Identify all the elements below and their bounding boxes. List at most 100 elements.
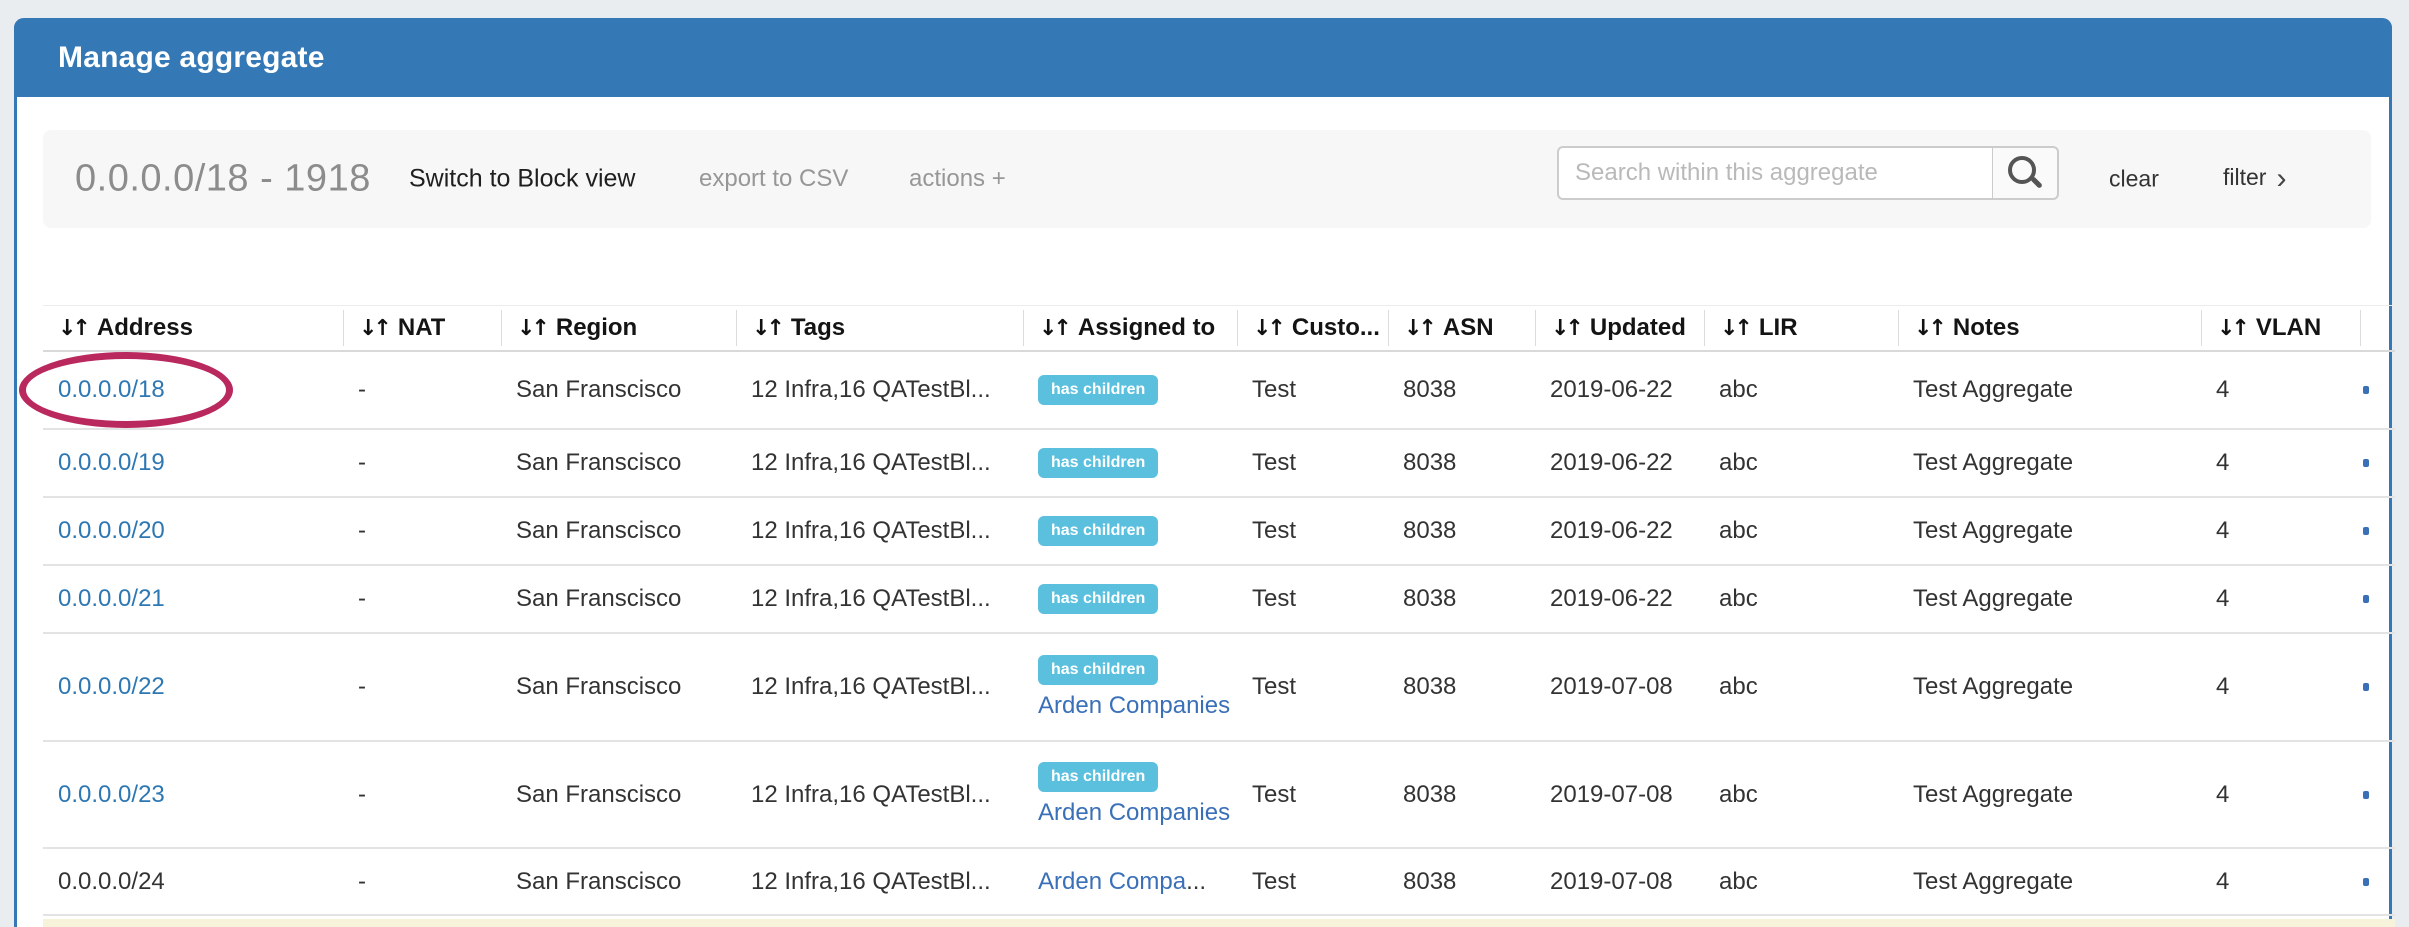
tags-value-cell: 12 Infra,16 QATestBl...	[736, 634, 1023, 740]
clear-button[interactable]: clear	[2109, 165, 2159, 192]
switch-to-block-view-button[interactable]: Switch to Block view	[409, 164, 636, 193]
assigned-link[interactable]: Arden Compa...	[1038, 868, 1206, 896]
sort-icon: ↓↑	[1039, 315, 1072, 341]
tags-value: 12 Infra,16 QATestBl...	[751, 585, 991, 612]
address-link[interactable]: 0.0.0.0/18	[58, 376, 165, 403]
updated-value: 2019-07-08	[1550, 780, 1673, 808]
sort-icon: ↓↑	[1914, 315, 1947, 341]
tags-value: 12 Infra,16 QATestBl...	[751, 780, 991, 808]
tags-value-cell: 12 Infra,16 QATestBl...	[736, 352, 1023, 428]
table-row: 0.0.0.0/24 - San Franscisco 12 Infra,16 QAT…	[43, 849, 2395, 916]
has-children-badge: has children	[1038, 516, 1159, 546]
asn-value: 8038	[1403, 673, 1457, 700]
nat-value: -	[358, 867, 366, 895]
truncated-column-link-sliver[interactable]	[2363, 790, 2369, 799]
lir-value: abc	[1719, 449, 1758, 476]
notes-value-cell: Test Aggregate	[1898, 849, 2201, 914]
address-link[interactable]: 0.0.0.0/20	[58, 517, 165, 544]
asn-value: 8038	[1403, 780, 1457, 808]
search-button[interactable]	[1993, 146, 2059, 200]
truncated-column-link-sliver[interactable]	[2363, 386, 2369, 394]
overflow-cell	[2360, 566, 2395, 632]
address-cell: 0.0.0.0/22	[43, 634, 343, 740]
assigned-link[interactable]: Arden Companies	[1038, 799, 1230, 827]
overflow-cell	[2360, 849, 2395, 914]
assigned-link[interactable]: Arden Companies	[1038, 692, 1230, 720]
customer-value: Test	[1252, 449, 1297, 476]
notes-value-cell: Test Aggregate	[1898, 742, 2201, 847]
lir-value-cell: abc	[1704, 352, 1898, 428]
customer-value: Test	[1252, 673, 1297, 700]
column-header-nat[interactable]: ↓↑ NAT	[343, 310, 501, 346]
address-link[interactable]: 0.0.0.0/21	[58, 585, 165, 612]
column-header-region[interactable]: ↓↑ Region	[501, 310, 736, 346]
lir-value-cell: abc	[1704, 634, 1898, 740]
nat-value-cell: -	[343, 498, 501, 564]
aggregate-table: ↓↑ Address ↓↑ NAT ↓↑ Region ↓↑ Tags ↓↑ Assigned t…	[19, 305, 2395, 927]
has-children-badge: has children	[1038, 762, 1159, 792]
asn-value-cell: 8038	[1388, 352, 1535, 428]
search-input[interactable]	[1557, 146, 1993, 200]
sort-icon: ↓↑	[1720, 315, 1753, 341]
vlan-value-cell: 4	[2201, 352, 2360, 428]
tags-value: 12 Infra,16 QATestBl...	[751, 376, 991, 403]
column-header-tags[interactable]: ↓↑ Tags	[736, 310, 1023, 346]
truncated-column-link-sliver[interactable]	[2363, 527, 2369, 535]
updated-value-cell: 2019-06-22	[1535, 352, 1704, 428]
manage-aggregate-panel: Manage aggregate 0.0.0.0/18 - 1918 Switc…	[14, 18, 2395, 927]
customer-value-cell: Test	[1237, 849, 1388, 914]
column-header-vlan[interactable]: ↓↑ VLAN	[2201, 310, 2360, 346]
column-header-label: Custo...	[1291, 314, 1380, 341]
vlan-value: 4	[2216, 376, 2230, 403]
tags-value-cell: 12 Infra,16 QATestBl...	[736, 849, 1023, 914]
address-link[interactable]: 0.0.0.0/23	[58, 780, 165, 808]
column-header-lir[interactable]: ↓↑ LIR	[1704, 310, 1898, 346]
region-value: San Franscisco	[516, 780, 682, 808]
address-link[interactable]: 0.0.0.0/19	[58, 449, 165, 476]
column-header-updated[interactable]: ↓↑ Updated	[1535, 310, 1704, 346]
truncated-column-link-sliver[interactable]	[2363, 459, 2369, 467]
sort-icon: ↓↑	[58, 315, 91, 341]
truncated-column-link-sliver[interactable]	[2363, 595, 2369, 603]
asn-value-cell: 8038	[1388, 634, 1535, 740]
column-header-address[interactable]: ↓↑ Address	[43, 310, 343, 346]
actions-menu-button[interactable]: actions +	[909, 165, 1006, 192]
region-value: San Franscisco	[516, 376, 682, 403]
truncated-column-link-sliver[interactable]	[2363, 877, 2369, 886]
updated-value-cell: 2019-07-08	[1535, 742, 1704, 847]
vlan-value: 4	[2216, 673, 2230, 700]
column-header-asn[interactable]: ↓↑ ASN	[1388, 310, 1535, 346]
lir-value: abc	[1719, 585, 1758, 612]
column-header-label: LIR	[1758, 314, 1798, 341]
region-value-cell: San Franscisco	[501, 430, 736, 496]
export-to-csv-button[interactable]: export to CSV	[699, 165, 849, 192]
table-row: 0.0.0.0/23 - San Franscisco 12 Infra,16 QAT…	[43, 742, 2395, 849]
has-children-badge: has children	[1038, 375, 1159, 405]
filter-button[interactable]: filter ›	[2223, 162, 2286, 196]
assigned-to-cell: has children	[1023, 566, 1237, 632]
address-cell: 0.0.0.0/24	[43, 849, 343, 914]
column-header-label: NAT	[397, 314, 446, 341]
tags-value: 12 Infra,16 QATestBl...	[751, 867, 991, 895]
column-header-notes[interactable]: ↓↑ Notes	[1898, 310, 2201, 346]
panel-header: Manage aggregate	[14, 18, 2392, 97]
column-header-custo[interactable]: ↓↑ Custo...	[1237, 310, 1388, 346]
address-link[interactable]: 0.0.0.0/22	[58, 673, 165, 700]
address-cell: 0.0.0.0/18	[19, 352, 343, 428]
assigned-link-text: Arden Companies	[1038, 799, 1231, 826]
aggregate-label: 0.0.0.0/18 - 1918	[75, 157, 371, 200]
assigned-to-cell: has children	[1023, 430, 1237, 496]
updated-value: 2019-07-08	[1550, 673, 1673, 700]
sort-icon: ↓↑	[1404, 315, 1437, 341]
notes-value-cell: Test Aggregate	[1898, 430, 2201, 496]
column-header-assignedto[interactable]: ↓↑ Assigned to	[1023, 310, 1237, 346]
next-row-highlight	[43, 919, 2395, 927]
updated-value-cell: 2019-07-08	[1535, 634, 1704, 740]
overflow-cell	[2360, 634, 2395, 740]
truncated-column-link-sliver[interactable]	[2363, 683, 2369, 691]
nat-value: -	[358, 673, 366, 700]
nat-value-cell: -	[343, 634, 501, 740]
asn-value-cell: 8038	[1388, 498, 1535, 564]
notes-value-cell: Test Aggregate	[1898, 566, 2201, 632]
